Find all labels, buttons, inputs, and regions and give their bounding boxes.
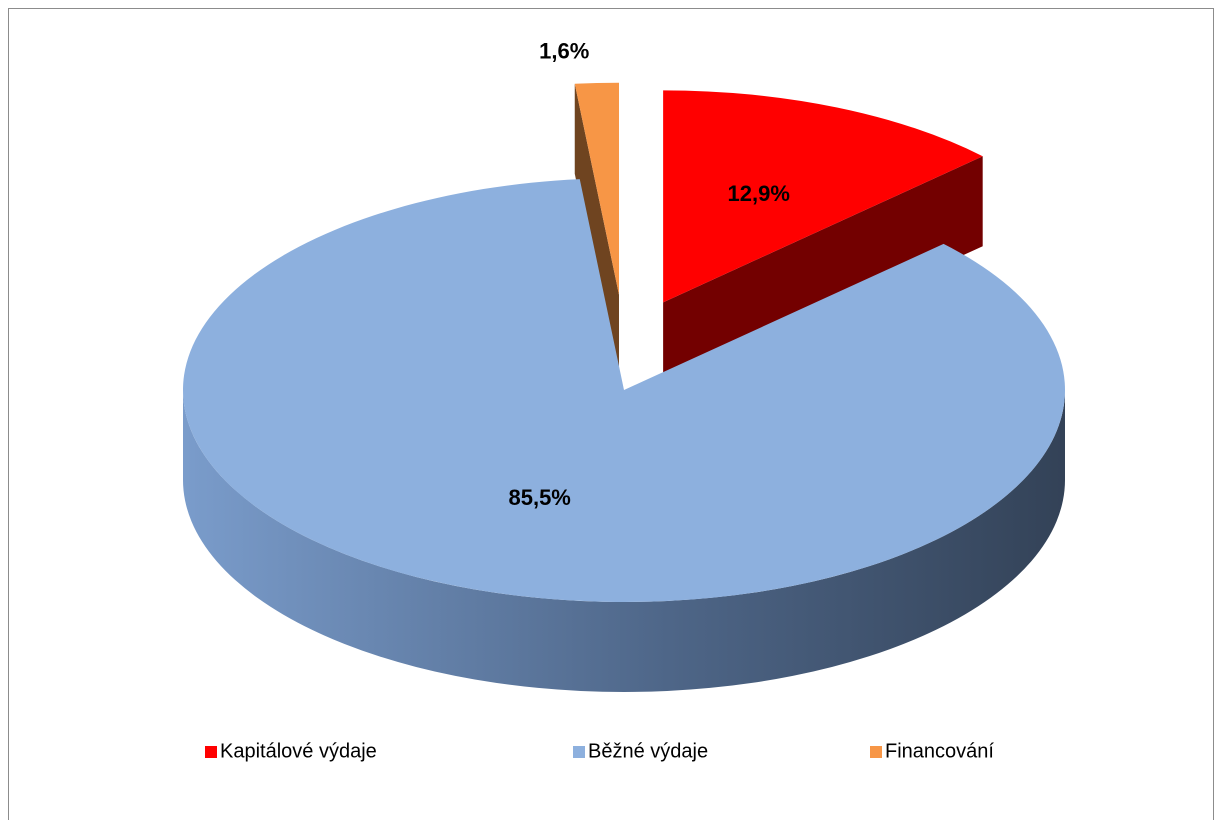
legend: Kapitálové výdaje Běžné výdaje Financování [205, 740, 994, 762]
legend-label: Kapitálové výdaje [220, 740, 377, 762]
legend-swatch [870, 746, 882, 758]
legend-label: Běžné výdaje [588, 740, 708, 762]
legend-label: Financování [885, 740, 994, 762]
slice-cut-face [574, 83, 620, 385]
slice-top [663, 90, 983, 303]
slice-top [574, 82, 620, 295]
data-label: 1,6% [539, 39, 589, 64]
plot-area: 12,9% 85,5% 1,6% [183, 39, 1065, 692]
slice-side [183, 390, 1065, 692]
data-label: 12,9% [728, 181, 790, 206]
data-label: 85,5% [508, 485, 570, 510]
slice-top [183, 179, 1065, 603]
legend-swatch [573, 746, 585, 758]
slice-cut-face [663, 156, 983, 393]
legend-swatch [205, 746, 217, 758]
